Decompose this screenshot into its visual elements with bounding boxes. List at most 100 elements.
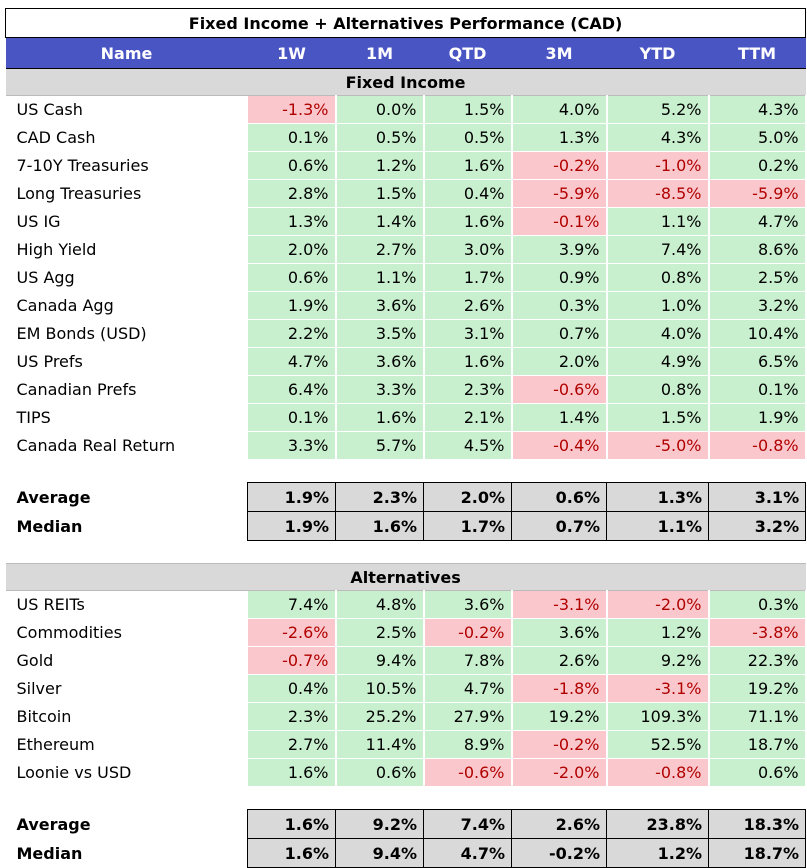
average-value-cell[interactable]: 18.3% xyxy=(707,809,807,839)
row-name-cell[interactable]: TIPS xyxy=(16,408,51,427)
row-name-cell[interactable]: Long Treasuries xyxy=(16,184,142,203)
average-value-cell[interactable]: 2.6% xyxy=(511,809,607,839)
value-cell[interactable]: 0.9% xyxy=(511,263,608,292)
value-cell[interactable]: 0.8% xyxy=(606,263,710,292)
median-label[interactable]: Median xyxy=(16,843,83,863)
value-cell[interactable]: 2.8% xyxy=(247,179,337,208)
value-cell[interactable]: 2.7% xyxy=(247,730,337,759)
value-cell[interactable]: 1.3% xyxy=(511,123,608,152)
average-value-cell[interactable]: 2.0% xyxy=(423,482,512,512)
row-name-cell[interactable]: US Agg xyxy=(16,268,75,287)
value-cell[interactable]: 5.7% xyxy=(335,431,425,460)
column-header-name[interactable]: Name xyxy=(5,37,248,69)
value-cell[interactable]: -2.0% xyxy=(511,758,608,787)
value-cell[interactable]: 1.6% xyxy=(423,151,513,180)
average-value-cell[interactable]: 1.3% xyxy=(606,482,709,512)
average-value-cell[interactable]: 7.4% xyxy=(423,809,512,839)
value-cell[interactable]: 2.2% xyxy=(247,319,337,348)
value-cell[interactable]: 3.3% xyxy=(247,431,337,460)
value-cell[interactable]: 1.9% xyxy=(247,291,337,320)
value-cell[interactable]: -0.6% xyxy=(423,758,513,787)
value-cell[interactable]: 3.2% xyxy=(708,291,807,320)
value-cell[interactable]: 0.1% xyxy=(247,123,337,152)
average-value-cell[interactable]: 23.8% xyxy=(606,809,709,839)
value-cell[interactable]: 4.8% xyxy=(335,590,425,619)
value-cell[interactable]: -3.1% xyxy=(511,590,608,619)
value-cell[interactable]: 19.2% xyxy=(511,702,608,731)
average-label[interactable]: Average xyxy=(16,487,91,507)
value-cell[interactable]: 1.3% xyxy=(247,207,337,236)
value-cell[interactable]: 10.5% xyxy=(335,674,425,703)
row-name-cell[interactable]: Canada Real Return xyxy=(16,436,176,455)
column-header-ytd[interactable]: YTD xyxy=(606,37,709,69)
value-cell[interactable]: -5.0% xyxy=(606,431,710,460)
median-value-cell[interactable]: 18.7% xyxy=(707,838,807,868)
row-name-cell[interactable]: EM Bonds (USD) xyxy=(16,324,147,343)
value-cell[interactable]: 27.9% xyxy=(423,702,513,731)
column-header-qtd[interactable]: QTD xyxy=(423,37,512,69)
value-cell[interactable]: 2.3% xyxy=(247,702,337,731)
value-cell[interactable]: 1.5% xyxy=(423,95,513,124)
value-cell[interactable]: 4.3% xyxy=(606,123,710,152)
value-cell[interactable]: 4.3% xyxy=(708,95,807,124)
median-value-cell[interactable]: 1.6% xyxy=(247,838,336,868)
value-cell[interactable]: 52.5% xyxy=(606,730,710,759)
median-value-cell[interactable]: 0.7% xyxy=(511,511,607,541)
value-cell[interactable]: 22.3% xyxy=(708,646,807,675)
value-cell[interactable]: 1.2% xyxy=(606,618,710,647)
column-header-1m[interactable]: 1M xyxy=(335,37,424,69)
value-cell[interactable]: 4.7% xyxy=(247,347,337,376)
value-cell[interactable]: 3.3% xyxy=(335,375,425,404)
value-cell[interactable]: 5.2% xyxy=(606,95,710,124)
value-cell[interactable]: 19.2% xyxy=(708,674,807,703)
average-label[interactable]: Average xyxy=(16,814,91,834)
value-cell[interactable]: 0.2% xyxy=(708,151,807,180)
column-header-ttm[interactable]: TTM xyxy=(708,37,806,69)
value-cell[interactable]: 1.0% xyxy=(606,291,710,320)
value-cell[interactable]: 3.6% xyxy=(335,291,425,320)
value-cell[interactable]: 7.4% xyxy=(247,590,337,619)
row-name-cell[interactable]: Gold xyxy=(16,651,54,670)
row-name-cell[interactable]: US Cash xyxy=(16,100,83,120)
value-cell[interactable]: 1.4% xyxy=(511,403,608,432)
value-cell[interactable]: -0.1% xyxy=(511,207,608,236)
value-cell[interactable]: 9.2% xyxy=(606,646,710,675)
value-cell[interactable]: -5.9% xyxy=(708,179,807,208)
value-cell[interactable]: 1.6% xyxy=(423,207,513,236)
value-cell[interactable]: 1.6% xyxy=(335,403,425,432)
value-cell[interactable]: 0.6% xyxy=(335,758,425,787)
value-cell[interactable]: -0.8% xyxy=(606,758,710,787)
value-cell[interactable]: 0.3% xyxy=(511,291,608,320)
column-header-1w[interactable]: 1W xyxy=(247,37,336,69)
value-cell[interactable]: 1.4% xyxy=(335,207,425,236)
value-cell[interactable]: 6.5% xyxy=(708,347,807,376)
value-cell[interactable]: -2.0% xyxy=(606,590,710,619)
average-value-cell[interactable]: 1.9% xyxy=(247,482,336,512)
value-cell[interactable]: 3.9% xyxy=(511,235,608,264)
value-cell[interactable]: 3.6% xyxy=(335,347,425,376)
value-cell[interactable]: -0.8% xyxy=(708,431,807,460)
value-cell[interactable]: -0.2% xyxy=(423,618,513,647)
value-cell[interactable]: 2.5% xyxy=(708,263,807,292)
median-value-cell[interactable]: 3.2% xyxy=(707,511,807,541)
value-cell[interactable]: 0.8% xyxy=(606,375,710,404)
median-value-cell[interactable]: 1.1% xyxy=(606,511,709,541)
value-cell[interactable]: 0.7% xyxy=(511,319,608,348)
value-cell[interactable]: 3.0% xyxy=(423,235,513,264)
value-cell[interactable]: 2.7% xyxy=(335,235,425,264)
value-cell[interactable]: 5.0% xyxy=(708,123,807,152)
value-cell[interactable]: 1.5% xyxy=(606,403,710,432)
value-cell[interactable]: 1.1% xyxy=(606,207,710,236)
value-cell[interactable]: 0.0% xyxy=(335,95,425,124)
median-label[interactable]: Median xyxy=(16,516,83,536)
row-name-cell[interactable]: Canada Agg xyxy=(16,296,114,315)
value-cell[interactable]: 0.5% xyxy=(335,123,425,152)
value-cell[interactable]: 2.0% xyxy=(511,347,608,376)
value-cell[interactable]: 4.5% xyxy=(423,431,513,460)
value-cell[interactable]: -3.8% xyxy=(708,618,807,647)
row-name-cell[interactable]: Loonie vs USD xyxy=(16,763,132,782)
median-value-cell[interactable]: 4.7% xyxy=(423,838,512,868)
value-cell[interactable]: 18.7% xyxy=(708,730,807,759)
value-cell[interactable]: 7.8% xyxy=(423,646,513,675)
value-cell[interactable]: -1.0% xyxy=(606,151,710,180)
